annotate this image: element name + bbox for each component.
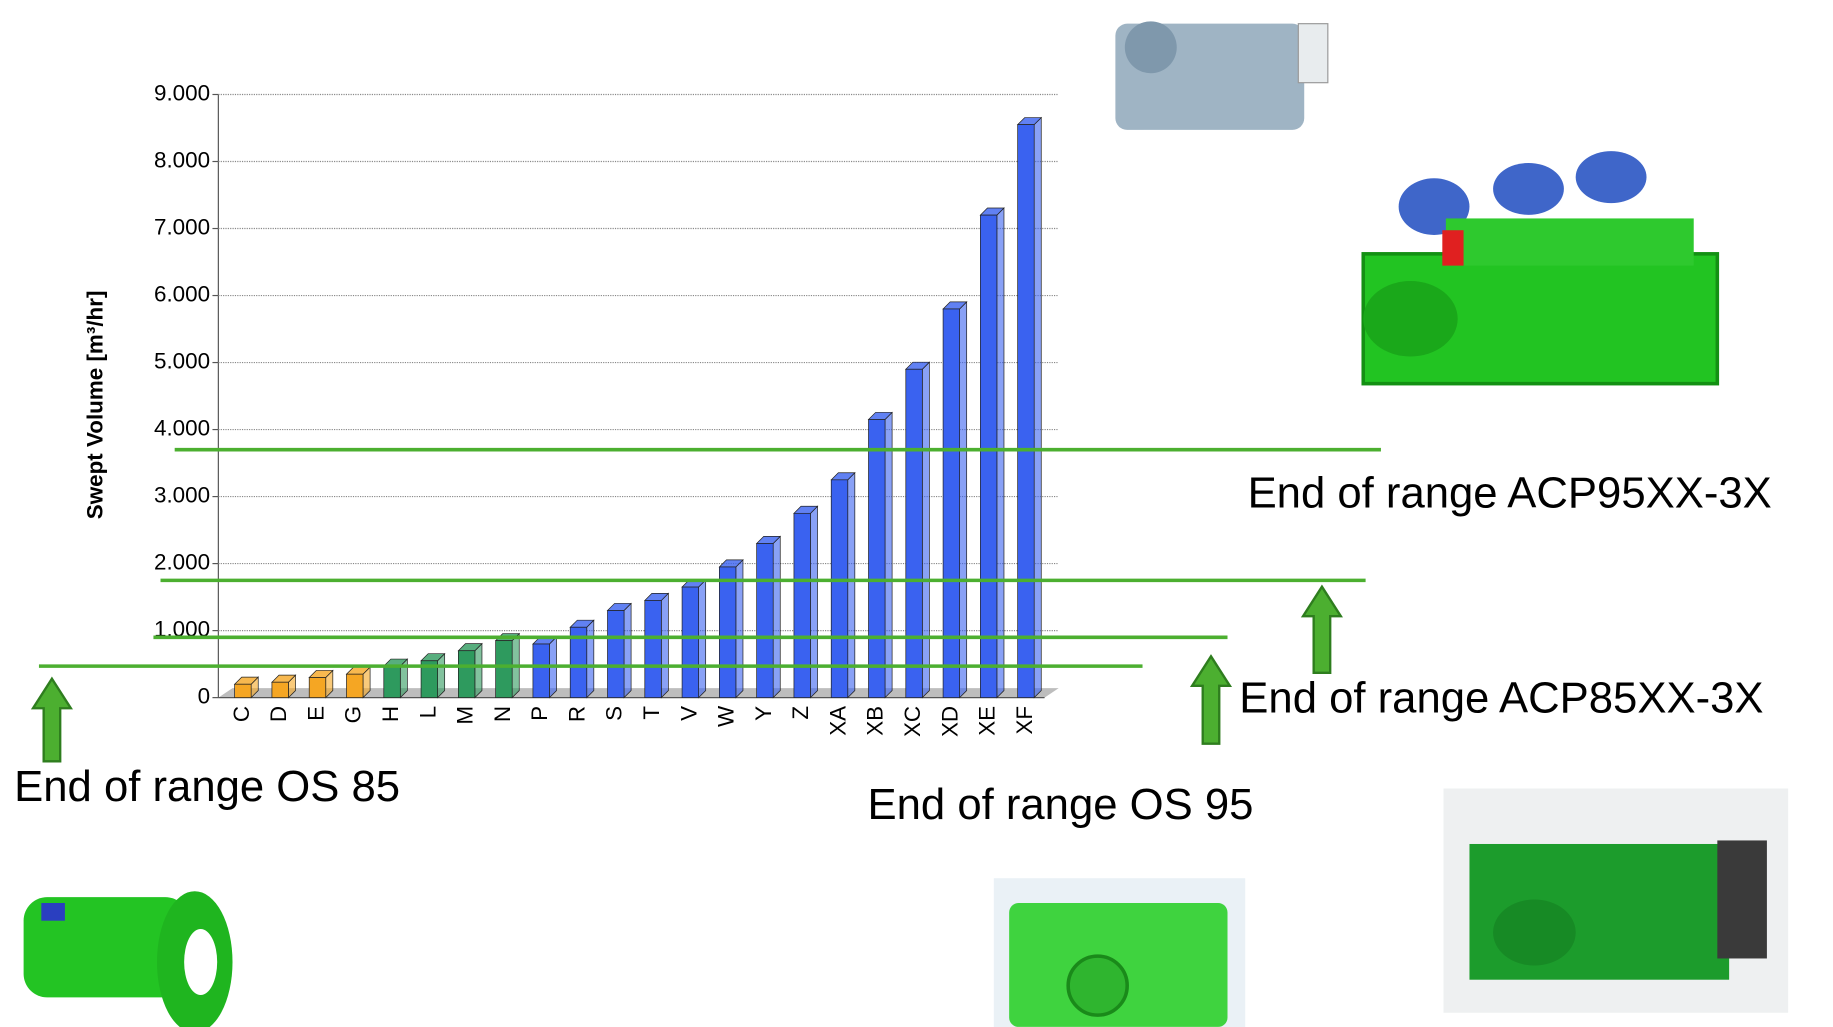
- y-axis-label: Swept Volume [m³/hr]: [83, 291, 108, 520]
- bar-side: [1034, 118, 1041, 698]
- x-tick-label: C: [229, 706, 254, 722]
- bar: [496, 641, 513, 698]
- x-tick-label: XC: [900, 706, 925, 737]
- x-tick-label: N: [490, 706, 515, 722]
- floor: [218, 688, 1058, 697]
- y-tick-label: 7.000: [154, 214, 210, 239]
- product-image: [994, 878, 1245, 1027]
- product-image: [24, 891, 233, 1027]
- x-tick-label: S: [602, 706, 627, 721]
- bar: [384, 666, 401, 697]
- y-tick-label: 6.000: [154, 281, 210, 306]
- bar: [235, 684, 252, 697]
- bar-side: [587, 620, 594, 697]
- x-tick-label: Z: [788, 706, 813, 720]
- bar: [272, 682, 289, 697]
- x-tick-label: G: [341, 706, 366, 723]
- product-image: [1363, 151, 1717, 384]
- bar: [757, 543, 774, 697]
- x-tick-label: XB: [863, 706, 888, 736]
- x-tick-label: V: [676, 706, 701, 721]
- y-tick-label: 3.000: [154, 483, 210, 508]
- y-tick-label: 5.000: [154, 348, 210, 373]
- x-tick-label: P: [527, 706, 552, 721]
- bar-side: [810, 506, 817, 697]
- annotation: End of range OS 95: [868, 780, 1254, 829]
- bar: [682, 587, 699, 698]
- bar-side: [624, 603, 631, 697]
- product-image: [1115, 21, 1327, 130]
- y-tick-label: 9.000: [154, 80, 210, 105]
- x-tick-label: L: [415, 706, 440, 718]
- x-tick-label: XE: [975, 706, 1000, 736]
- bar: [458, 651, 475, 698]
- bar-side: [661, 593, 668, 697]
- x-tick-label: D: [266, 706, 291, 722]
- bar-side: [922, 362, 929, 697]
- bar-side: [885, 412, 892, 697]
- bar-side: [997, 208, 1004, 698]
- bar: [943, 309, 960, 698]
- annotation: End of range ACP95XX-3X: [1248, 468, 1772, 517]
- y-tick-label: 2.000: [154, 550, 210, 575]
- bar-side: [438, 654, 445, 698]
- y-tick-label: 0: [198, 684, 210, 709]
- x-tick-label: T: [639, 706, 664, 720]
- x-tick-label: XA: [825, 706, 850, 736]
- y-tick-label: 4.000: [154, 415, 210, 440]
- bar-side: [848, 473, 855, 698]
- bar: [869, 420, 886, 698]
- bar: [794, 513, 811, 697]
- product-image: [1444, 789, 1789, 1013]
- bar: [645, 600, 662, 697]
- bar: [719, 567, 736, 698]
- annotation: End of range OS 85: [14, 762, 400, 811]
- bar: [533, 644, 550, 698]
- bar-side: [773, 536, 780, 697]
- x-tick-label: H: [378, 706, 403, 722]
- bar: [608, 611, 625, 698]
- bar: [309, 678, 326, 698]
- bar: [980, 215, 997, 698]
- bar-side: [475, 644, 482, 698]
- annotation: End of range ACP85XX-3X: [1239, 674, 1763, 723]
- chart: Swept Volume [m³/hr] 01.0002.0003.0004.0…: [0, 0, 1833, 1027]
- x-tick-label: R: [564, 706, 589, 722]
- x-tick-label: Y: [751, 706, 776, 721]
- x-tick-label: XF: [1012, 706, 1037, 735]
- y-tick-label: 8.000: [154, 147, 210, 172]
- x-tick-label: W: [714, 705, 739, 727]
- bar: [346, 674, 363, 697]
- x-tick-label: M: [453, 706, 478, 725]
- bar: [906, 369, 923, 697]
- bar: [1018, 125, 1035, 698]
- x-tick-label: E: [303, 706, 328, 721]
- x-tick-label: XD: [937, 706, 962, 737]
